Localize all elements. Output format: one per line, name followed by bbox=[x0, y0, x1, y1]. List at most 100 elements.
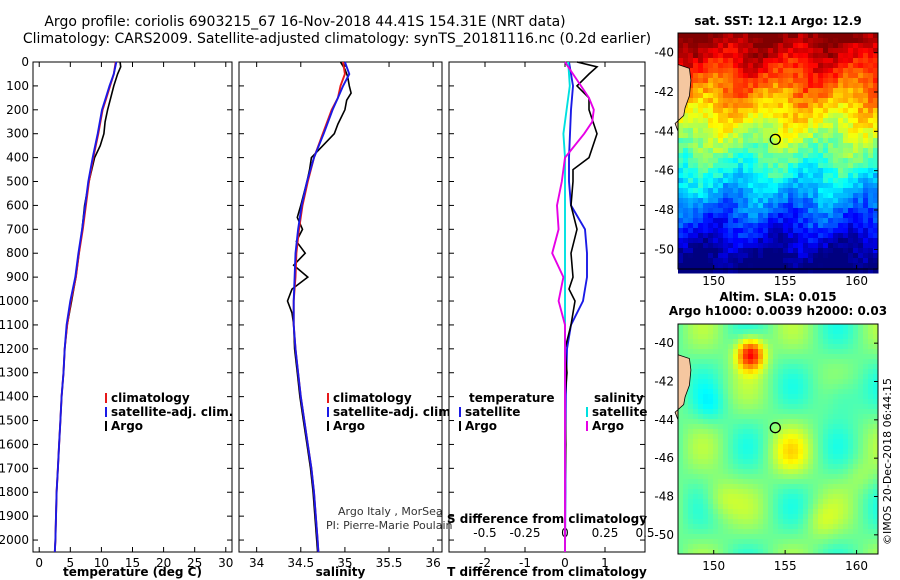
sst-map-cell bbox=[693, 218, 699, 224]
sla-map-cell bbox=[768, 449, 774, 455]
sla-map-cell bbox=[833, 439, 839, 445]
sst-map-cell bbox=[688, 88, 694, 94]
sla-map-cell bbox=[693, 499, 699, 505]
sst-map-cell bbox=[793, 183, 799, 189]
sst-map-cell bbox=[783, 208, 789, 214]
sst-map-cell bbox=[748, 263, 754, 269]
attribution-group: Argo Italy , MorSea bbox=[338, 505, 443, 518]
sla-map-cell bbox=[758, 339, 764, 345]
sla-map-cell bbox=[823, 504, 829, 510]
sla-map-cell bbox=[693, 379, 699, 385]
sla-map-cell bbox=[758, 534, 764, 540]
sst-map-cell bbox=[733, 98, 739, 104]
sla-map-cell bbox=[708, 369, 714, 375]
sst-map-cell bbox=[718, 103, 724, 109]
sla-map-cell bbox=[718, 384, 724, 390]
sst-map-cell bbox=[863, 93, 869, 99]
sla-map-cell bbox=[858, 439, 864, 445]
sla-map-cell bbox=[788, 339, 794, 345]
sla-map-cell bbox=[723, 499, 729, 505]
sla-map-cell bbox=[693, 359, 699, 365]
sst-map-cell bbox=[723, 213, 729, 219]
sla-map-cell bbox=[768, 384, 774, 390]
sst-map-cell bbox=[718, 158, 724, 164]
sst-map-cell bbox=[713, 118, 719, 124]
sst-map-cell bbox=[823, 98, 829, 104]
sla-map-cell bbox=[818, 364, 824, 370]
sst-map-cell bbox=[783, 33, 789, 39]
sla-map-cell bbox=[848, 534, 854, 540]
sst-map-cell bbox=[763, 188, 769, 194]
sla-map-cell bbox=[838, 549, 844, 555]
sst-map-cell bbox=[803, 178, 809, 184]
sla-map-cell bbox=[738, 384, 744, 390]
sst-map-cell bbox=[783, 258, 789, 264]
sst-map-cell bbox=[818, 198, 824, 204]
sst-map-cell bbox=[793, 213, 799, 219]
sst-map-cell bbox=[718, 113, 724, 119]
sst-map-cell bbox=[778, 228, 784, 234]
sst-map-cell bbox=[728, 238, 734, 244]
sla-map-cell bbox=[838, 464, 844, 470]
sst-map-cell bbox=[863, 88, 869, 94]
sla-map-cell bbox=[728, 364, 734, 370]
sla-map-cell bbox=[728, 404, 734, 410]
sst-map-cell bbox=[738, 248, 744, 254]
sst-map-cell bbox=[713, 103, 719, 109]
sst-map-cell bbox=[743, 248, 749, 254]
sla-map-cell bbox=[833, 389, 839, 395]
sla-map-cell bbox=[778, 494, 784, 500]
sla-map-cell bbox=[763, 429, 769, 435]
sla-map-cell bbox=[778, 339, 784, 345]
sst-map-cell bbox=[738, 63, 744, 69]
sla-map-cell bbox=[678, 484, 684, 490]
sla-map-cell bbox=[793, 429, 799, 435]
sla-map-cell bbox=[808, 434, 814, 440]
sst-map-cell bbox=[778, 218, 784, 224]
sla-map-cell bbox=[818, 549, 824, 555]
sst-map-cell bbox=[688, 203, 694, 209]
sst-map-cell bbox=[778, 248, 784, 254]
sst-map-cell bbox=[708, 53, 714, 59]
sst-map-cell bbox=[693, 33, 699, 39]
sla-map-cell bbox=[723, 484, 729, 490]
sla-map-cell bbox=[838, 329, 844, 335]
sla-map-cell bbox=[728, 489, 734, 495]
sla-map-cell bbox=[783, 494, 789, 500]
sst-map-cell bbox=[873, 133, 879, 139]
sla-map-cell bbox=[838, 379, 844, 385]
sla-map-cell bbox=[818, 369, 824, 375]
sst-map-cell bbox=[788, 193, 794, 199]
salinity-xtick-label: 35.5 bbox=[376, 556, 403, 570]
sla-map-cell bbox=[843, 399, 849, 405]
sla-map-cell bbox=[828, 549, 834, 555]
sla-map-cell bbox=[733, 394, 739, 400]
sst-map-lon-label: 160 bbox=[845, 274, 868, 288]
sla-map-cell bbox=[823, 389, 829, 395]
sst-map-cell bbox=[733, 113, 739, 119]
sst-map-cell bbox=[828, 113, 834, 119]
sst-map-cell bbox=[703, 138, 709, 144]
sla-map-cell bbox=[788, 324, 794, 330]
sst-map-cell bbox=[763, 48, 769, 54]
sla-map-cell bbox=[778, 349, 784, 355]
sla-map-cell bbox=[703, 499, 709, 505]
sst-map-cell bbox=[838, 128, 844, 134]
sla-map-cell bbox=[863, 329, 869, 335]
sla-map-cell bbox=[863, 459, 869, 465]
sst-map-cell bbox=[833, 33, 839, 39]
sla-map-cell bbox=[853, 409, 859, 415]
sla-map-cell bbox=[798, 419, 804, 425]
sst-map-cell bbox=[873, 33, 879, 39]
sla-map-cell bbox=[813, 409, 819, 415]
sla-map-cell bbox=[838, 504, 844, 510]
sla-map-cell bbox=[713, 484, 719, 490]
sst-map-cell bbox=[723, 188, 729, 194]
sst-map-cell bbox=[868, 268, 874, 274]
sst-map-cell bbox=[803, 138, 809, 144]
sla-map-cell bbox=[843, 414, 849, 420]
sst-map-cell bbox=[868, 73, 874, 79]
sst-map-cell bbox=[748, 128, 754, 134]
sst-map-cell bbox=[688, 198, 694, 204]
sst-map-cell bbox=[768, 268, 774, 274]
